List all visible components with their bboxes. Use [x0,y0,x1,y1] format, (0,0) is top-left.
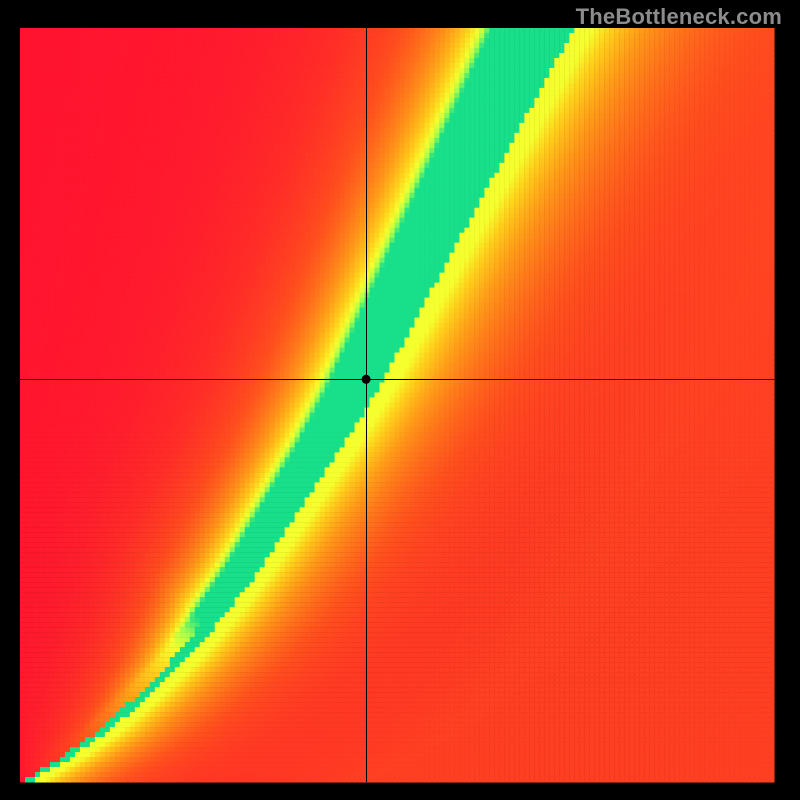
attribution-text: TheBottleneck.com [576,4,782,30]
heatmap-canvas [0,0,800,800]
plot-container: TheBottleneck.com [0,0,800,800]
